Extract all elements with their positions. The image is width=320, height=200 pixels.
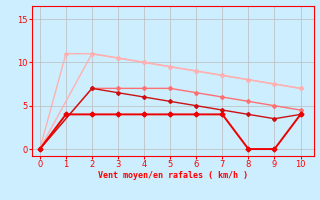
X-axis label: Vent moyen/en rafales ( km/h ): Vent moyen/en rafales ( km/h ) xyxy=(98,171,248,180)
